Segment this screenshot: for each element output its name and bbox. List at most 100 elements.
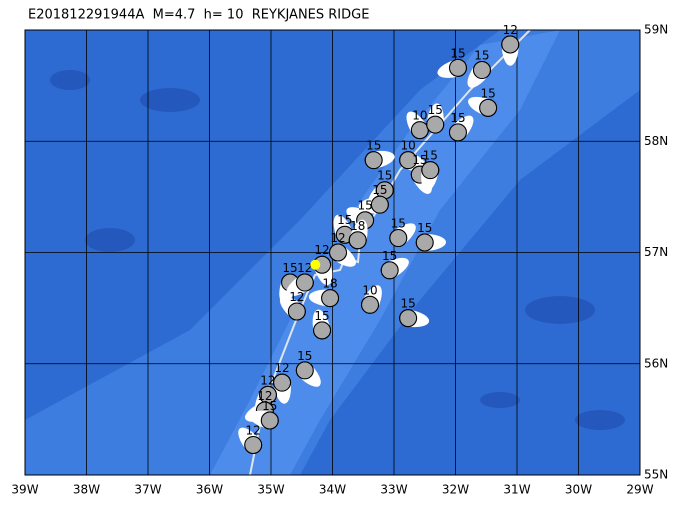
lon-tick-label: 35W (257, 483, 284, 497)
lon-tick-label: 34W (319, 483, 346, 497)
lon-tick-label: 31W (503, 483, 530, 497)
depth-label: 10 (412, 109, 427, 123)
deep (480, 392, 520, 408)
depth-label: 15 (382, 249, 397, 263)
beachball-edge (361, 295, 380, 314)
beachball-edge (348, 231, 367, 250)
focal-mechanism (448, 115, 474, 142)
depth-label: 12 (260, 373, 275, 387)
beachball-edge (244, 435, 263, 454)
lon-tick-label: 33W (380, 483, 407, 497)
title: E201812291944A M=4.7 h= 10 REYKJANES RID… (28, 8, 369, 23)
beachball-edge (260, 411, 279, 430)
depth-label: 12 (274, 361, 289, 375)
focal-mechanism (468, 96, 498, 117)
focal-mechanism (249, 410, 279, 430)
beachball-edge (295, 361, 314, 380)
lon-tick-label: 30W (565, 483, 592, 497)
depth-label: 15 (262, 399, 277, 413)
frame (24, 29, 641, 476)
beachball-dilatation (346, 207, 370, 228)
lon-tick-label: 36W (196, 483, 223, 497)
lon-tick-label: 38W (73, 483, 100, 497)
focal-mechanism (361, 285, 382, 314)
beachball-edge (479, 98, 498, 117)
depth-label: 15 (401, 297, 416, 311)
focal-mechanism (273, 373, 292, 404)
lon-tick-label: 37W (134, 483, 161, 497)
focal-mechanism (389, 223, 416, 248)
focal-mechanism (279, 296, 306, 321)
lat-tick-label: 58N (644, 134, 668, 148)
depth-label: 10 (362, 283, 377, 297)
focal-mechanism (399, 309, 430, 328)
focal-mechanism (501, 35, 520, 66)
beachball-dilatation (273, 381, 291, 404)
focal-mechanism (238, 427, 263, 454)
lat-tick-label: 59N (644, 23, 668, 37)
lat-tick-label: 55N (644, 468, 668, 482)
beachball-edge (421, 161, 440, 180)
beachball-dilatation (406, 111, 428, 135)
focal-mechanism (426, 103, 445, 134)
beachball-dilatation (312, 309, 331, 333)
beachball-edge (329, 243, 348, 262)
beachball-dilatation (372, 150, 395, 169)
depth-label: 15 (377, 169, 392, 183)
beachball-edge (399, 151, 418, 170)
beachball-dilatation (313, 262, 333, 286)
beachball-dilatation (286, 275, 310, 297)
depth-label: 12 (246, 423, 261, 437)
depth-label: 12 (257, 389, 272, 403)
depth-label: 10 (401, 139, 416, 153)
focal-mechanism (286, 273, 314, 297)
beachball-edge (380, 261, 399, 280)
beachball-edge (389, 229, 408, 248)
beachball-edge (321, 289, 340, 308)
focal-mechanism (467, 61, 491, 88)
depth-label: 15 (417, 221, 432, 235)
deep (50, 70, 90, 90)
beachball-edge (426, 115, 445, 134)
beachball-edge (415, 233, 434, 252)
depth-label: 15 (282, 261, 297, 275)
beachball-dilatation (385, 257, 409, 278)
deep (85, 228, 135, 252)
beachball-dilatation (421, 168, 439, 192)
beachball-dilatation (437, 59, 461, 78)
depth-label: 15 (423, 149, 438, 163)
focal-mechanism (312, 309, 332, 340)
beachball-edge (399, 309, 418, 328)
beachball-edge (370, 195, 389, 214)
beachball-dilatation (349, 219, 368, 243)
lat-tick-label: 57N (644, 245, 668, 259)
depth-label: 15 (474, 49, 489, 63)
depth-label: 12 (297, 261, 312, 275)
beachball-dilatation (308, 289, 331, 307)
beachball-edge (313, 321, 332, 340)
beachball-edge (273, 373, 292, 392)
focal-mechanism (380, 257, 409, 280)
beachball-dilatation (406, 309, 430, 328)
beachball-dilatation (238, 427, 260, 451)
beachball-dilatation (358, 196, 381, 214)
focal-mechanism (415, 233, 446, 252)
lon-tick-label: 32W (442, 483, 469, 497)
depth-label: 15 (412, 153, 427, 167)
beachball-edge (364, 151, 383, 170)
beachball-dilatation (279, 296, 303, 318)
depth-label: 15 (428, 103, 443, 117)
beachball-dilatation (298, 364, 321, 387)
depth-label: 12 (330, 231, 345, 245)
beachball-edge (501, 35, 520, 54)
depth-label: 15 (337, 213, 352, 227)
depth-label: 15 (391, 217, 406, 231)
depth-label: 15 (372, 183, 387, 197)
focal-mechanism (358, 195, 389, 214)
beachball-dilatation (426, 103, 444, 126)
lat-tick-label: 56N (644, 356, 668, 370)
depth-label: 12 (314, 243, 329, 257)
beachball-edge (448, 58, 467, 77)
